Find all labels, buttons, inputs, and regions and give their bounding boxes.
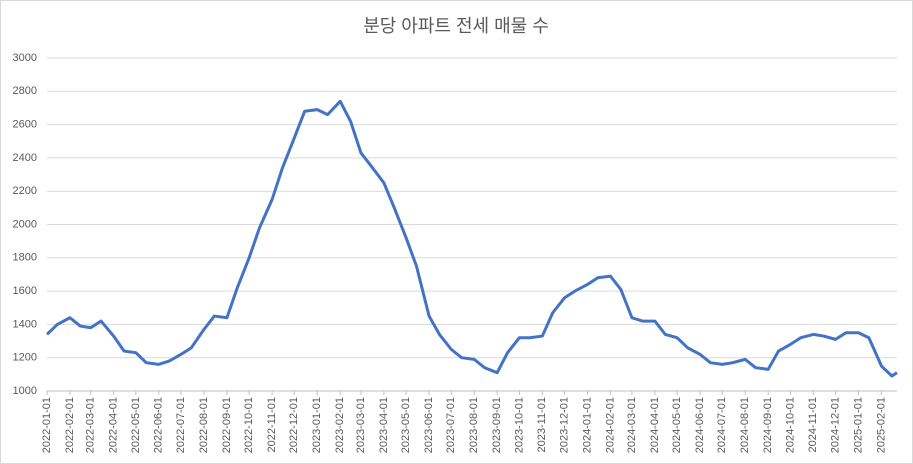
y-tick-label: 1000 — [13, 385, 37, 397]
x-tick-label: 2023-02-01 — [334, 397, 346, 453]
x-tick-label: 2023-03-01 — [355, 397, 367, 453]
x-tick-label: 2024-07-01 — [716, 397, 728, 453]
x-tick-label: 2024-09-01 — [762, 397, 774, 453]
x-tick-label: 2023-11-01 — [536, 397, 548, 452]
x-tick-label: 2024-12-01 — [829, 397, 841, 453]
x-tick-label: 2022-03-01 — [85, 397, 97, 453]
y-tick-label: 2200 — [13, 185, 37, 197]
x-tick-label: 2022-12-01 — [288, 397, 300, 453]
x-tick-label: 2024-06-01 — [694, 397, 706, 453]
y-tick-label: 1800 — [13, 252, 37, 264]
y-tick-label: 3000 — [13, 52, 37, 64]
y-tick-label: 2600 — [13, 119, 37, 131]
x-tick-label: 2022-08-01 — [198, 397, 210, 453]
x-tick-label: 2025-02-01 — [875, 397, 887, 453]
x-tick-label: 2023-09-01 — [491, 397, 503, 453]
x-tick-label: 2022-01-01 — [41, 397, 53, 453]
x-tick-label: 2023-12-01 — [558, 397, 570, 453]
y-tick-label: 2000 — [13, 218, 37, 230]
x-tick-label: 2022-05-01 — [130, 397, 142, 453]
x-tick-label: 2025-01-01 — [852, 397, 864, 453]
x-tick-label: 2022-06-01 — [153, 397, 165, 453]
x-tick-label: 2024-01-01 — [581, 397, 593, 453]
x-tick-label: 2024-03-01 — [626, 397, 638, 453]
line-series — [45, 99, 898, 378]
y-tick-label: 2800 — [13, 85, 37, 97]
x-tick-label: 2022-09-01 — [221, 397, 233, 453]
y-tick-label: 1200 — [13, 352, 37, 364]
x-tick-label: 2024-08-01 — [739, 397, 751, 453]
x-tick-label: 2022-10-01 — [243, 397, 255, 453]
x-tick-label: 2023-07-01 — [445, 397, 457, 453]
x-tick-label: 2024-02-01 — [604, 397, 616, 453]
x-tick-label: 2024-04-01 — [649, 397, 661, 453]
x-tick-label: 2023-08-01 — [468, 397, 480, 453]
y-tick-label: 1400 — [13, 318, 37, 330]
x-tick-label: 2022-04-01 — [108, 397, 120, 453]
x-tick-label: 2023-01-01 — [311, 397, 323, 453]
chart-title: 분당 아파트 전세 매물 수 — [363, 16, 549, 36]
x-tick-label: 2024-05-01 — [671, 397, 683, 453]
x-tick-label: 2024-11-01 — [807, 397, 819, 452]
x-tick-label: 2024-10-01 — [784, 397, 796, 453]
y-tick-label: 1600 — [13, 285, 37, 297]
x-tick-label: 2022-11-01 — [266, 397, 278, 452]
x-tick-label: 2023-05-01 — [400, 397, 412, 453]
x-tick-label: 2022-07-01 — [175, 397, 187, 453]
x-tick-label: 2023-04-01 — [378, 397, 390, 453]
y-tick-label: 2400 — [13, 152, 37, 164]
x-tick-label: 2022-02-01 — [64, 397, 76, 453]
x-tick-label: 2023-10-01 — [513, 397, 525, 453]
x-tick-label: 2023-06-01 — [423, 397, 435, 453]
